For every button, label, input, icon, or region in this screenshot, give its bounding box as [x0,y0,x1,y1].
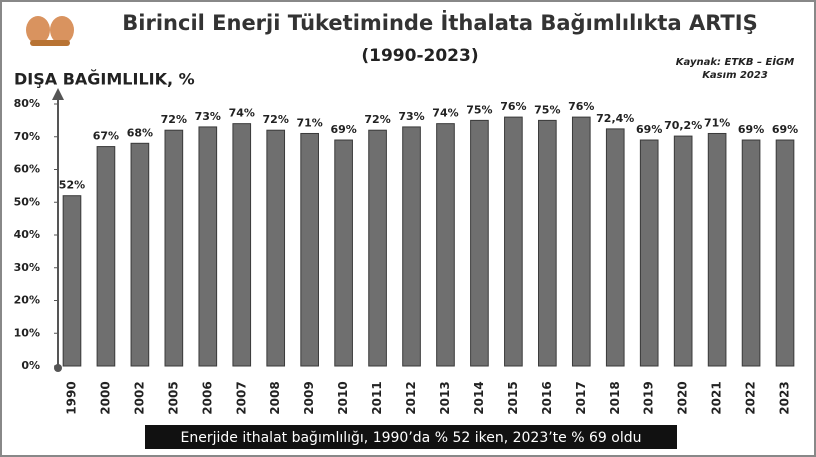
x-tick-label: 2023 [778,381,792,414]
x-tick-label: 2022 [744,381,758,414]
page: Birincil Enerji Tüketiminde İthalata Bağ… [0,0,816,457]
x-tick-label: 2000 [98,381,112,414]
bar [674,136,692,366]
x-tick-label: 2010 [336,381,350,414]
value-label: 75% [534,103,560,116]
bar [572,117,590,366]
value-label: 73% [195,110,221,123]
x-tick-label: 2006 [200,381,214,414]
value-label: 69% [330,123,356,136]
value-label: 72% [364,113,390,126]
bar [403,127,421,366]
x-tick-label: 2016 [540,381,554,414]
bar [97,147,115,366]
bar [335,140,353,366]
y-tick-label: 20% [14,294,40,307]
bar [63,196,81,366]
x-tick-label: 2019 [642,381,656,414]
y-tick-label: 40% [14,228,40,241]
bar [369,130,387,366]
y-tick-label: 30% [14,261,40,274]
bar [267,130,285,366]
bar [165,130,183,366]
value-label: 75% [466,103,492,116]
value-label: 76% [568,100,594,113]
date: Kasım 2023 [702,70,768,81]
x-tick-label: 2017 [574,381,588,414]
x-tick-label: 2009 [302,381,316,414]
bar [131,143,149,366]
x-tick-label: 2011 [370,381,384,414]
bar [539,120,557,366]
bar [640,140,658,366]
axis-origin [54,364,62,372]
chart-title: Birincil Enerji Tüketiminde İthalata Bağ… [122,10,757,35]
value-label: 76% [500,100,526,113]
x-tick-label: 2005 [166,381,180,414]
value-label: 71% [704,116,730,129]
x-tick-label: 2015 [506,381,520,414]
x-tick-label: 1990 [64,381,78,414]
chart-subtitle: (1990-2023) [361,46,478,66]
bar [471,120,489,366]
x-tick-label: 2021 [710,381,724,414]
value-label: 74% [432,107,458,120]
value-label: 69% [738,123,764,136]
x-tick-label: 2012 [404,381,418,414]
value-label: 69% [772,123,798,136]
value-label: 72% [161,113,187,126]
y-tick-label: 80% [14,97,40,110]
bar [233,124,251,366]
source: Kaynak: ETKB – EİGM [676,54,794,68]
bar [199,127,217,366]
bar [776,140,794,366]
value-label: 72,4% [596,112,634,125]
x-tick-label: 2008 [268,381,282,414]
y-tick-label: 10% [14,326,40,339]
value-label: 69% [636,123,662,136]
y-tick-label: 50% [14,195,40,208]
chart: Birincil Enerji Tüketiminde İthalata Bağ… [0,0,816,457]
bar [505,117,523,366]
value-label: 67% [93,130,119,143]
x-tick-label: 2002 [132,381,146,414]
y-tick-label: 70% [14,130,40,143]
x-tick-label: 2018 [608,381,622,414]
bar [301,133,319,366]
x-tick-label: 2014 [472,381,486,414]
bar [708,133,726,366]
x-tick-label: 2020 [676,381,690,414]
y-axis-label: DIŞA BAĞIMLILIK, % [14,70,195,89]
value-label: 68% [127,126,153,139]
y-tick-label: 60% [14,163,40,176]
value-label: 71% [296,116,322,129]
bar [606,129,624,366]
value-label: 72% [263,113,289,126]
bar [437,124,455,366]
value-label: 52% [59,179,85,192]
y-tick-label: 0% [21,359,40,372]
value-label: 73% [398,110,424,123]
value-label: 70,2% [664,119,702,132]
value-label: 74% [229,107,255,120]
x-tick-label: 2013 [438,381,452,414]
bar [742,140,760,366]
footer: Enerjide ithalat bağımlılığı, 1990’da % … [181,430,642,446]
x-tick-label: 2007 [234,381,248,414]
